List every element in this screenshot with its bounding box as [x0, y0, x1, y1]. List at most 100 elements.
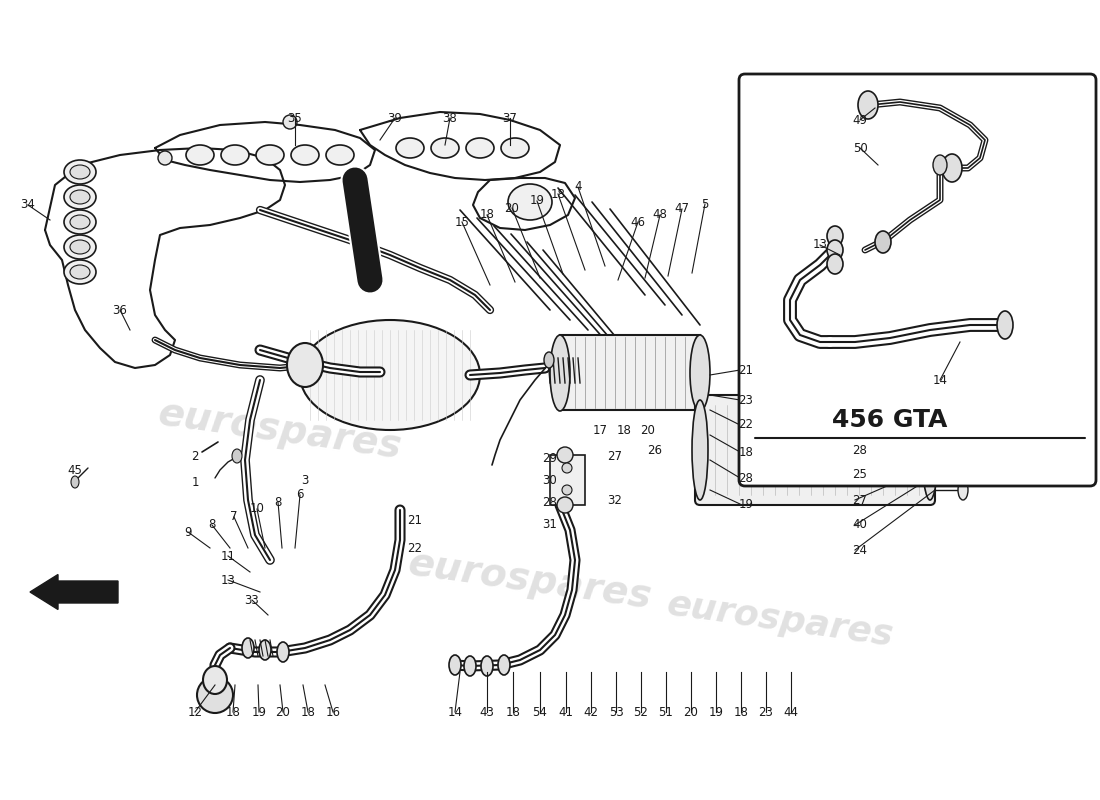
FancyBboxPatch shape: [739, 74, 1096, 486]
Ellipse shape: [258, 640, 271, 660]
Ellipse shape: [958, 430, 968, 450]
Ellipse shape: [958, 480, 968, 500]
Text: 1: 1: [191, 475, 199, 489]
Ellipse shape: [256, 145, 284, 165]
Ellipse shape: [942, 154, 962, 182]
Ellipse shape: [544, 352, 554, 368]
Ellipse shape: [287, 343, 323, 387]
Text: 23: 23: [738, 394, 754, 406]
Text: 18: 18: [300, 706, 316, 718]
Text: 13: 13: [221, 574, 235, 586]
Ellipse shape: [277, 642, 289, 662]
Ellipse shape: [70, 165, 90, 179]
Text: 28: 28: [738, 471, 754, 485]
Text: 456 GTA: 456 GTA: [833, 408, 948, 432]
Text: 22: 22: [407, 542, 422, 554]
Text: 18: 18: [480, 209, 494, 222]
Ellipse shape: [64, 210, 96, 234]
Ellipse shape: [70, 215, 90, 229]
Ellipse shape: [958, 405, 968, 425]
Text: 14: 14: [933, 374, 947, 386]
Text: 28: 28: [542, 495, 558, 509]
Text: 18: 18: [551, 187, 565, 201]
Text: 20: 20: [276, 706, 290, 718]
Text: 32: 32: [607, 494, 623, 506]
Text: eurospares: eurospares: [406, 544, 654, 616]
Text: 28: 28: [852, 443, 868, 457]
Text: 53: 53: [608, 706, 624, 718]
Text: 47: 47: [674, 202, 690, 215]
Ellipse shape: [498, 655, 510, 675]
Text: 48: 48: [652, 209, 668, 222]
Text: 31: 31: [542, 518, 558, 530]
Text: 20: 20: [640, 423, 656, 437]
Ellipse shape: [70, 190, 90, 204]
Ellipse shape: [300, 320, 480, 430]
Text: 26: 26: [648, 443, 662, 457]
Ellipse shape: [64, 235, 96, 259]
Ellipse shape: [242, 638, 254, 658]
Bar: [560, 335, 700, 410]
Text: 36: 36: [112, 303, 128, 317]
Ellipse shape: [827, 226, 843, 246]
Text: 51: 51: [659, 706, 673, 718]
Text: eurospares: eurospares: [156, 394, 405, 466]
Text: 17: 17: [593, 423, 607, 437]
Ellipse shape: [967, 420, 983, 480]
Text: 19: 19: [738, 498, 754, 510]
Ellipse shape: [186, 145, 214, 165]
Text: 40: 40: [852, 518, 868, 531]
Text: 44: 44: [783, 706, 799, 718]
Text: 19: 19: [708, 706, 724, 718]
FancyBboxPatch shape: [695, 395, 935, 505]
Ellipse shape: [396, 138, 424, 158]
Text: 19: 19: [252, 706, 266, 718]
Ellipse shape: [64, 185, 96, 209]
Text: 37: 37: [503, 111, 517, 125]
Text: 19: 19: [529, 194, 544, 207]
Text: 49: 49: [852, 114, 868, 126]
Ellipse shape: [550, 335, 570, 411]
Text: 33: 33: [244, 594, 260, 606]
Ellipse shape: [922, 400, 938, 500]
Text: 43: 43: [480, 706, 494, 718]
Ellipse shape: [562, 463, 572, 473]
Ellipse shape: [858, 91, 878, 119]
Text: 34: 34: [21, 198, 35, 211]
Text: 50: 50: [852, 142, 868, 154]
Text: 13: 13: [813, 238, 827, 251]
Text: 23: 23: [759, 706, 773, 718]
Text: 14: 14: [448, 706, 462, 718]
Ellipse shape: [449, 655, 461, 675]
Ellipse shape: [204, 666, 227, 694]
Text: 16: 16: [326, 706, 341, 718]
Ellipse shape: [827, 240, 843, 260]
Text: 35: 35: [287, 111, 303, 125]
Text: 22: 22: [738, 418, 754, 431]
Text: 20: 20: [683, 706, 698, 718]
Text: 18: 18: [226, 706, 241, 718]
Ellipse shape: [690, 335, 710, 411]
Text: 27: 27: [852, 494, 868, 506]
Ellipse shape: [221, 145, 249, 165]
Text: 25: 25: [852, 469, 868, 482]
Text: 4: 4: [574, 181, 582, 194]
Text: 9: 9: [185, 526, 191, 538]
Text: 27: 27: [607, 450, 623, 462]
Text: 6: 6: [296, 489, 304, 502]
Text: 12: 12: [187, 706, 202, 718]
Text: 3: 3: [301, 474, 309, 486]
Ellipse shape: [72, 476, 79, 488]
Text: 15: 15: [454, 215, 470, 229]
Text: eurospares: eurospares: [664, 587, 895, 653]
Text: 54: 54: [532, 706, 548, 718]
Text: 11: 11: [220, 550, 235, 562]
Text: 21: 21: [407, 514, 422, 526]
Ellipse shape: [431, 138, 459, 158]
Text: 30: 30: [542, 474, 558, 486]
Ellipse shape: [232, 449, 242, 463]
Text: 18: 18: [506, 706, 520, 718]
FancyArrow shape: [30, 574, 118, 610]
Text: 18: 18: [734, 706, 748, 718]
Ellipse shape: [197, 677, 233, 713]
